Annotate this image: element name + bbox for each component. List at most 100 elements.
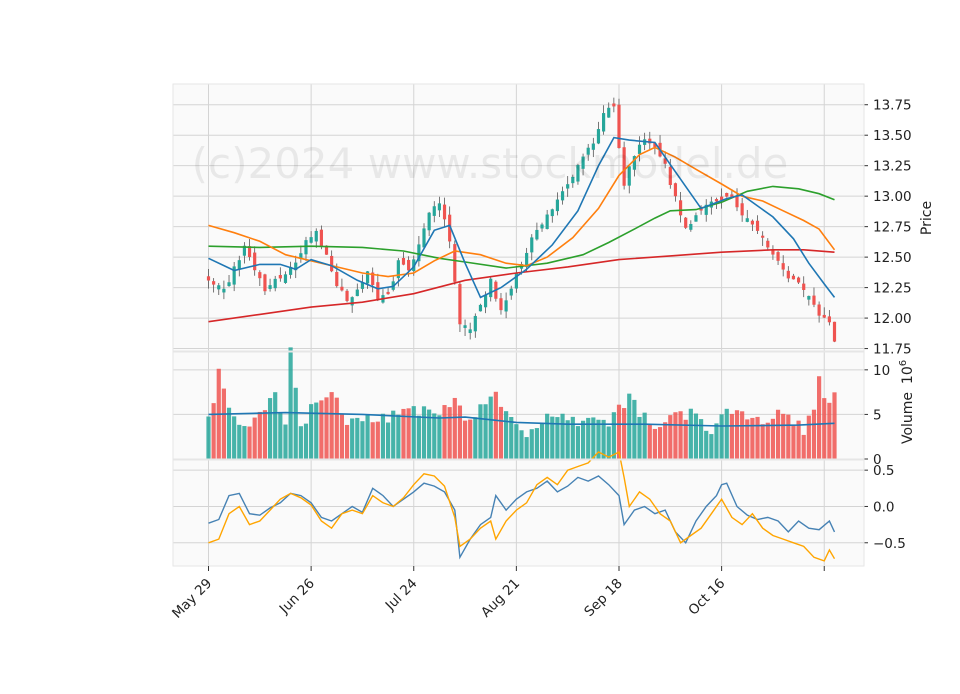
volume-bar-down xyxy=(344,424,350,459)
candle-up xyxy=(550,209,554,217)
candle-down xyxy=(750,220,754,225)
oscillator-line-2 xyxy=(208,450,836,562)
volume-bar-up xyxy=(504,411,509,459)
volume-bar-up xyxy=(365,415,370,459)
volume-bar-down xyxy=(329,392,334,459)
candle-up xyxy=(294,262,298,271)
volume-bar-up xyxy=(529,429,534,459)
volume-bar-up xyxy=(601,419,606,459)
volume-bar-up xyxy=(242,426,247,459)
candle-up xyxy=(217,285,221,290)
y-tick-label-price: 13.50 xyxy=(873,128,912,144)
volume-bar-up xyxy=(391,410,396,459)
watermark: (c)2024 www.stockmodel.de xyxy=(192,139,789,188)
volume-bar-down xyxy=(375,421,380,459)
volume-bar-up xyxy=(385,422,391,459)
candle-down xyxy=(832,321,837,342)
volume-bar-up xyxy=(298,426,303,459)
candle-down xyxy=(345,290,349,301)
volume-bar-down xyxy=(616,404,622,459)
y-tick-label-price: 12.75 xyxy=(873,220,912,236)
volume-bar-down xyxy=(781,413,786,459)
candle-down xyxy=(684,217,688,228)
x-tick-label: Oct 16 xyxy=(685,576,728,619)
candles xyxy=(206,97,837,343)
y-tick-label-price: 12.00 xyxy=(873,311,912,327)
candle-up xyxy=(299,253,303,259)
volume-bar-up xyxy=(360,421,365,459)
y-tick-label-price: 13.75 xyxy=(873,98,912,114)
volume-exponent-label: 106 xyxy=(898,360,916,384)
volume-bars xyxy=(206,347,837,459)
candle-up xyxy=(555,199,560,212)
candle-down xyxy=(324,245,329,255)
volume-bar-up xyxy=(550,416,555,459)
volume-bar-up xyxy=(570,416,575,459)
volume-bar-down xyxy=(498,406,504,459)
oscillator-line-1 xyxy=(208,475,836,560)
candle-up xyxy=(689,224,693,230)
volume-bar-up xyxy=(416,415,421,459)
volume-bar-up xyxy=(355,417,360,459)
volume-bar-up xyxy=(545,413,550,459)
candle-down xyxy=(453,244,457,282)
volume-bar-up xyxy=(427,409,432,459)
volume-bar-down xyxy=(339,413,345,459)
ma-long-line xyxy=(208,249,835,323)
volume-bar-up xyxy=(226,407,232,459)
volume-bar-up xyxy=(206,416,211,459)
candle-up xyxy=(437,203,441,211)
y-tick-label-osc: 0.5 xyxy=(873,463,894,479)
candle-up xyxy=(807,295,811,300)
volume-bar-down xyxy=(401,408,406,459)
volume-bar-up xyxy=(606,426,611,459)
volume-bar-up xyxy=(488,396,493,459)
candle-up xyxy=(704,204,708,215)
volume-bar-up xyxy=(560,413,565,459)
volume-bar-up xyxy=(596,419,601,459)
candle-down xyxy=(735,195,739,208)
volume-bar-up xyxy=(519,430,524,459)
volume-bar-down xyxy=(462,420,468,459)
volume-bar-down xyxy=(657,427,663,459)
volume-bar-down xyxy=(493,391,498,459)
volume-bar-down xyxy=(806,415,811,459)
volume-bar-up xyxy=(380,413,386,459)
volume-bar-down xyxy=(817,376,822,459)
candle-up xyxy=(309,237,313,243)
candle-up xyxy=(627,166,631,186)
volume-bar-up xyxy=(555,417,560,459)
volume-bar-down xyxy=(247,426,252,459)
volume-bar-up xyxy=(591,417,596,459)
volume-bar-down xyxy=(647,424,652,459)
candle-up xyxy=(463,325,467,328)
volume-bar-up xyxy=(437,415,442,459)
candle-up xyxy=(489,278,493,298)
ma-slow-line xyxy=(208,185,835,269)
candle-down xyxy=(740,203,744,216)
candle-up xyxy=(422,228,426,248)
panel-frame-vol xyxy=(172,351,865,460)
candle-up xyxy=(283,274,288,283)
candle-up xyxy=(514,272,518,289)
candle-down xyxy=(817,304,821,316)
candle-down xyxy=(442,204,447,220)
candle-down xyxy=(812,295,816,305)
x-tick-label: May 29 xyxy=(169,576,215,622)
ma-fast-line xyxy=(208,136,836,299)
y-tick-label-vol: 0 xyxy=(873,452,882,468)
volume-bar-down xyxy=(457,405,463,459)
y-tick-label-price: 13.00 xyxy=(873,189,912,205)
volume-bar-down xyxy=(370,422,375,459)
candle-up xyxy=(530,237,534,253)
volume-bar-down xyxy=(663,422,668,459)
candle-up xyxy=(222,288,226,293)
candle-up xyxy=(350,297,354,306)
volume-bar-up xyxy=(709,434,714,459)
volume-bar-up xyxy=(586,417,591,459)
candle-down xyxy=(827,316,831,323)
volume-bar-up xyxy=(288,347,293,459)
candle-up xyxy=(417,244,421,262)
volume-bar-down xyxy=(447,407,452,459)
